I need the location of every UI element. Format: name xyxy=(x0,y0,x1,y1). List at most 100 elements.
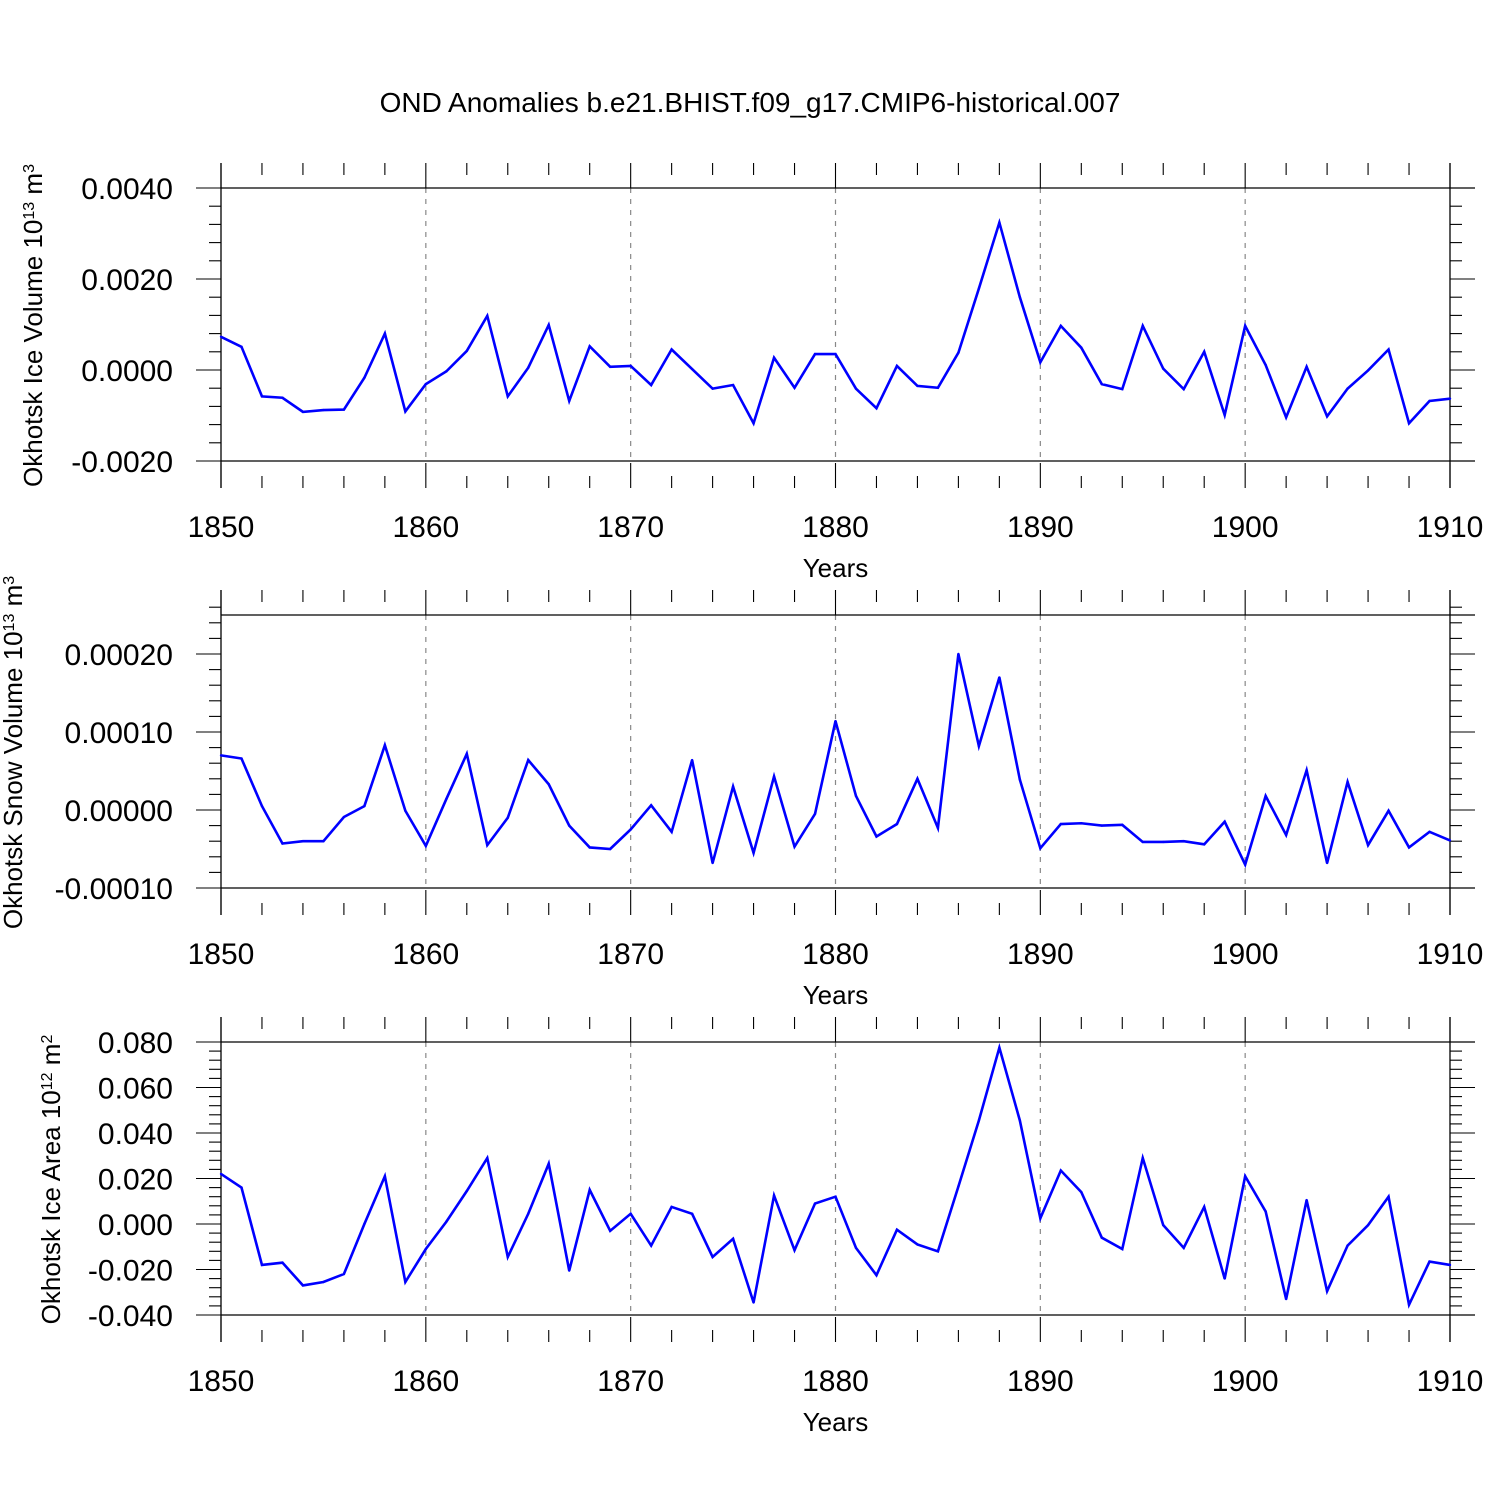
data-point xyxy=(1141,324,1144,328)
data-point xyxy=(383,744,387,747)
y-tick-label: 0.000 xyxy=(98,1209,173,1242)
x-tick-label: 1870 xyxy=(597,511,664,544)
data-point xyxy=(1059,822,1063,826)
data-point xyxy=(404,809,407,812)
x-tick-label: 1910 xyxy=(1417,511,1484,544)
data-point xyxy=(322,840,325,843)
x-tick-label: 1900 xyxy=(1212,1365,1279,1398)
data-point xyxy=(977,744,981,748)
data-point xyxy=(813,1202,817,1205)
data-point xyxy=(670,830,673,834)
x-tick-label: 1910 xyxy=(1417,1365,1484,1398)
data-point xyxy=(813,352,817,356)
x-axis-title: Years xyxy=(803,980,869,1010)
x-tick-label: 1880 xyxy=(802,1365,869,1398)
y-tick-label: 0.00010 xyxy=(65,717,173,750)
data-point xyxy=(1346,387,1349,390)
x-tick-label: 1890 xyxy=(1007,511,1074,544)
data-point xyxy=(895,364,899,368)
data-point xyxy=(711,861,714,865)
y-axis-title: Okhotsk Ice Area 1012 m2 xyxy=(36,1035,66,1325)
data-point xyxy=(281,396,284,399)
data-point xyxy=(772,356,776,359)
data-point xyxy=(1121,387,1124,391)
data-point xyxy=(547,783,550,786)
x-tick-label: 1870 xyxy=(597,1365,664,1398)
y-tick-label: -0.00010 xyxy=(55,873,173,906)
y-axis-title-text: Okhotsk Snow Volume 10 xyxy=(0,631,28,929)
data-point xyxy=(424,1247,428,1251)
data-point xyxy=(342,408,346,411)
y-axis-title-exponent: 12 xyxy=(39,1072,56,1090)
data-point xyxy=(424,382,428,386)
data-point xyxy=(219,754,223,757)
data-point xyxy=(588,345,591,348)
data-point xyxy=(404,410,407,413)
x-tick-label: 1870 xyxy=(597,938,664,971)
data-point xyxy=(547,323,550,327)
chart-panel-3: -0.040 -0.020 0.000 0.020 0.040 0.060 0.080 185… xyxy=(36,1017,1483,1437)
data-point xyxy=(281,842,284,845)
y-tick-label: -0.0020 xyxy=(71,446,173,479)
data-point xyxy=(506,816,509,819)
y-tick-label: 0.0020 xyxy=(81,264,173,297)
data-point xyxy=(1284,833,1288,837)
data-point xyxy=(301,840,305,843)
data-point xyxy=(1305,365,1308,369)
y-axis-title-unit-exponent: 2 xyxy=(39,1035,56,1044)
figure-title: OND Anomalies b.e21.BHIST.f09_g17.CMIP6-… xyxy=(380,87,1121,118)
y-axis-title-exponent: 13 xyxy=(1,614,18,632)
data-point xyxy=(1366,1223,1370,1227)
data-point xyxy=(1305,769,1308,772)
data-point xyxy=(1162,840,1165,844)
data-point xyxy=(957,351,960,354)
data-point xyxy=(1325,861,1329,865)
x-tick-label: 1860 xyxy=(392,1365,459,1398)
data-point xyxy=(568,1269,571,1272)
data-point xyxy=(1100,1236,1103,1239)
y-tick-label: 0.00000 xyxy=(65,795,173,828)
data-point xyxy=(998,676,1001,679)
data-point xyxy=(506,1255,509,1259)
data-point xyxy=(1039,361,1042,364)
data-point xyxy=(731,785,735,788)
data-point xyxy=(608,1229,612,1233)
data-point xyxy=(1121,1247,1124,1251)
data-point xyxy=(424,844,428,848)
data-point xyxy=(1284,416,1288,419)
x-tick-label: 1900 xyxy=(1212,511,1279,544)
data-point xyxy=(363,804,366,808)
data-point xyxy=(1182,840,1185,843)
data-point xyxy=(916,1243,919,1246)
y-axis-title-text: Okhotsk Ice Area 10 xyxy=(36,1090,66,1324)
x-tick-label: 1890 xyxy=(1007,1365,1074,1398)
data-point xyxy=(1182,1246,1185,1250)
data-point xyxy=(1182,387,1185,391)
data-point xyxy=(445,797,448,801)
data-point xyxy=(977,287,981,290)
data-point xyxy=(793,386,796,389)
data-point xyxy=(1162,1223,1165,1227)
data-point xyxy=(1387,348,1390,351)
data-point xyxy=(1018,296,1022,299)
data-point xyxy=(1366,369,1370,372)
data-point xyxy=(936,826,940,830)
y-tick-label: 0.080 xyxy=(98,1027,173,1060)
data-point xyxy=(281,1261,284,1264)
data-point xyxy=(1223,1277,1226,1280)
data-point xyxy=(588,1188,591,1192)
data-point xyxy=(568,399,571,403)
data-point xyxy=(301,410,305,414)
data-point xyxy=(1325,415,1329,418)
data-point xyxy=(629,828,632,831)
data-point xyxy=(1407,1303,1411,1306)
data-point xyxy=(486,314,489,318)
data-point xyxy=(568,824,571,827)
data-point xyxy=(608,847,612,851)
y-tick-label: -0.020 xyxy=(88,1255,173,1288)
data-point xyxy=(1141,840,1144,844)
data-point xyxy=(1121,823,1124,827)
data-point xyxy=(1243,863,1247,866)
